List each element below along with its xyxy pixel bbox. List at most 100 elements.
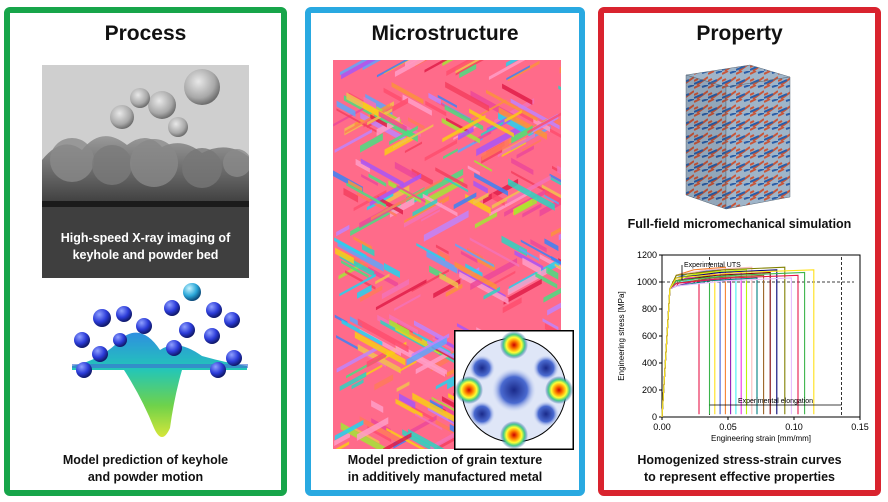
model-caption-line-1: Model prediction of keyhole <box>62 453 229 467</box>
y-axis-label: Engineering stress [MPa] <box>617 291 626 380</box>
uts-annotation: Experimental UTS <box>684 262 741 269</box>
grain <box>353 236 372 250</box>
grain <box>520 239 561 264</box>
y-tick-label: 600 <box>642 331 657 341</box>
grain <box>423 210 469 242</box>
grain <box>334 129 372 153</box>
x-tick-label: 0.00 <box>653 422 671 432</box>
grain <box>507 175 551 204</box>
process-panel: Process High-speed X-ray imaging <box>4 7 287 496</box>
grain <box>543 287 561 303</box>
grain <box>396 381 410 393</box>
grain <box>437 94 457 108</box>
x-axis-label: Engineering strain [mm/mm] <box>711 434 811 443</box>
grain <box>443 148 458 160</box>
xray-image <box>42 65 249 278</box>
grain <box>360 158 404 187</box>
grain <box>351 379 364 390</box>
y-tick-label: 200 <box>642 385 657 395</box>
grain <box>470 258 518 291</box>
model-caption-line-2: and powder motion <box>87 470 204 484</box>
grain <box>336 335 358 350</box>
grain <box>422 193 458 217</box>
grain <box>522 139 542 152</box>
xray-caption-line-1: High-speed X-ray imaging of <box>60 231 231 245</box>
chart-caption-line-1: Homogenized stress-strain curves <box>637 453 842 467</box>
grain <box>339 273 376 297</box>
grain <box>497 132 536 158</box>
grain <box>333 103 371 127</box>
grain <box>341 319 383 346</box>
grain <box>341 260 369 279</box>
grain <box>558 233 561 241</box>
grain <box>442 114 486 143</box>
grain <box>547 302 561 316</box>
grain <box>394 294 421 312</box>
grain <box>530 239 547 253</box>
grain <box>506 65 530 81</box>
grain <box>511 157 534 176</box>
grain <box>459 63 477 79</box>
grain <box>549 176 561 186</box>
grain <box>336 100 356 117</box>
grain <box>522 257 542 275</box>
grain <box>336 224 350 237</box>
process-title: Process <box>104 22 187 45</box>
grain <box>504 110 522 123</box>
grain <box>542 318 559 331</box>
grain <box>481 139 509 161</box>
grain <box>439 272 459 289</box>
y-tick-label: 1000 <box>637 277 657 287</box>
grain <box>502 83 533 105</box>
grain <box>474 159 492 172</box>
grain <box>388 180 422 204</box>
y-tick-label: 800 <box>642 304 657 314</box>
grain <box>460 250 478 264</box>
grain <box>522 203 542 218</box>
grain <box>361 243 375 257</box>
grain <box>501 235 527 257</box>
sim-caption: Full-field micromechanical simulation <box>627 217 852 231</box>
grain <box>391 82 424 105</box>
grain <box>366 351 387 368</box>
grain <box>377 196 403 215</box>
grain <box>415 413 443 431</box>
grain <box>426 250 458 274</box>
grain <box>407 415 437 437</box>
grain <box>425 100 447 117</box>
grain <box>544 194 559 205</box>
grain <box>383 432 412 449</box>
grain <box>371 400 384 413</box>
grain <box>511 170 550 195</box>
grain <box>356 417 389 441</box>
grain <box>348 179 363 192</box>
grain <box>336 108 381 135</box>
grain <box>541 184 561 199</box>
grain <box>489 190 531 217</box>
grain <box>381 278 410 300</box>
chart-caption: Homogenized stress-strain curves to repr… <box>604 452 875 486</box>
grain <box>398 360 417 373</box>
grain <box>389 125 418 145</box>
grain <box>386 427 426 449</box>
grain <box>412 392 463 427</box>
grain <box>346 182 386 208</box>
grain <box>491 189 521 209</box>
grain <box>514 196 537 216</box>
grain <box>339 371 367 392</box>
grain <box>444 176 469 193</box>
grain <box>455 243 495 268</box>
grain <box>344 270 376 290</box>
grain <box>416 242 446 262</box>
grain <box>334 432 351 447</box>
property-title: Property <box>696 22 783 45</box>
property-panel: Property Full-field micromechanical simu… <box>598 7 881 496</box>
grain <box>458 126 474 141</box>
grain-map-image <box>333 60 561 449</box>
grain <box>485 89 538 122</box>
microstructure-caption: Model prediction of grain texture in add… <box>311 452 579 486</box>
grain <box>467 165 480 176</box>
stress-strain-chart: 0 200 400 600 800 1000 1200 0.00 0.05 0.10 0.15 Eng… <box>617 250 869 443</box>
grain <box>359 416 401 444</box>
grain <box>559 66 561 74</box>
